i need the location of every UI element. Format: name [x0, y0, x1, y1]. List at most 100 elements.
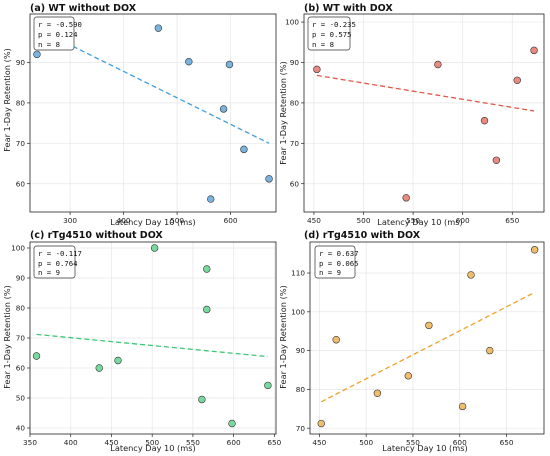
panel-d-grid	[310, 242, 544, 434]
panel-a-data-point	[240, 145, 248, 154]
panel-b-xtick-label: 500	[357, 216, 371, 225]
panel-c-data-point	[264, 381, 272, 390]
panel-a-data-point	[154, 24, 163, 32]
panel-b-data-point	[530, 46, 538, 55]
panel-a-ylabel: Fear 1-Day Retention (%)	[2, 48, 12, 151]
panel-a-ytick-label: 70	[16, 139, 26, 148]
panel-c-ytick-label: 40	[16, 424, 26, 433]
panel-b-ylabel: Fear 1-Day Retention (%)	[278, 61, 288, 164]
panel-a: (a) WT without DOX Latency Day 10 (ms) F…	[2, 3, 277, 227]
panel-c-ytick-label: 50	[16, 394, 26, 403]
panel-a-grid	[30, 14, 276, 212]
panel-b-stat-r: r = -0.235	[312, 20, 356, 29]
panel-a-ytick-label: 90	[16, 58, 26, 67]
panel-c-data-point	[114, 356, 122, 365]
panel-b-data-point	[402, 194, 410, 202]
panel-c-data-point	[203, 305, 211, 314]
panel-a-xtick-label: 600	[224, 216, 238, 225]
panel-d-ylabel: Fear 1-Day Retention (%)	[278, 285, 288, 388]
panel-c-fit	[36, 333, 268, 358]
panel-c-ticks: 350 400 450 500 550 600 650 40 50 60 70 80 90 100	[11, 244, 282, 447]
panel-c-xtick-label: 450	[104, 438, 118, 447]
panel-b-xtick-label: 600	[456, 216, 470, 225]
panel-a-xtick-label: 400	[117, 216, 131, 225]
panel-b-points	[313, 46, 538, 202]
panel-c-stats-box	[33, 245, 76, 279]
panel-c-stats: r = -0.117 p = 0.764 n = 9	[33, 245, 82, 279]
panel-d-stat-n: n = 9	[319, 268, 341, 277]
panel-d-xtick-label: 650	[500, 438, 514, 447]
panel-b-xtick-label: 550	[406, 216, 420, 225]
panel-d-xtick-label: 550	[406, 438, 420, 447]
panel-d-ytick-label: 70	[296, 424, 306, 433]
panel-c-data-point	[95, 364, 103, 372]
panel-d-ytick-label: 80	[296, 385, 306, 394]
panel-a-data-point	[225, 60, 234, 69]
panel-c-frame	[29, 241, 277, 435]
panel-d-stat-r: r = 0.637	[319, 249, 359, 258]
panel-c-stat-r: r = -0.117	[38, 249, 82, 258]
panel-d-data-point	[530, 246, 539, 254]
panel-b-stat-n: n = 8	[312, 40, 334, 49]
panel-a-stat-n: n = 8	[38, 40, 60, 49]
panel-b-ytick-label: 70	[290, 139, 300, 148]
panel-c-points	[32, 244, 272, 428]
panel-b-stats: r = -0.235 p = 0.575 n = 8	[307, 16, 356, 51]
panel-d-stats-box	[314, 245, 356, 279]
panel-c-xtick-label: 650	[267, 438, 281, 447]
panel-d-ticks: 450 500 550 600 650 70 80 90 100 110	[291, 269, 514, 447]
panel-a-data-point	[207, 195, 215, 203]
panel-a-fit-line	[36, 27, 270, 144]
panel-d-data-point	[332, 336, 340, 344]
panel-d-fit	[320, 291, 535, 403]
panel-a-xtick-label: 300	[63, 216, 77, 225]
panel-c-data-point	[203, 265, 211, 273]
panel-b-data-point	[492, 156, 501, 164]
panel-c-xtick-label: 350	[23, 438, 37, 447]
panel-a-ticks: 300 400 500 600 60 70 80 90	[16, 58, 238, 225]
panel-b-data-point	[513, 76, 521, 84]
panel-c-fit-line	[36, 333, 268, 358]
panel-d-data-point	[373, 389, 382, 397]
panel-c-stat-p: p = 0.764	[38, 259, 78, 268]
panel-b-data-point	[313, 65, 321, 74]
panel-d-fit-line	[320, 291, 535, 403]
panel-b-stats-box	[307, 16, 351, 51]
panel-c: (c) rTg4510 without DOX Latency Day 10 (…	[2, 230, 282, 453]
panel-d-frame	[309, 241, 545, 435]
panel-b-fit	[316, 74, 535, 112]
panel-d-ytick-label: 100	[291, 307, 305, 316]
panel-c-data-point	[198, 395, 206, 404]
panel-a-data-point	[265, 175, 273, 183]
panel-c-xtick-label: 400	[64, 438, 78, 447]
panel-d-stat-p: p = 0.065	[319, 259, 359, 268]
panel-c-xtick-label: 550	[186, 438, 200, 447]
panel-c-xtick-label: 600	[227, 438, 241, 447]
panel-c-ytick-label: 70	[16, 334, 26, 343]
panel-c-data-point	[150, 244, 159, 252]
panel-c-title: (c) rTg4510 without DOX	[30, 230, 163, 241]
panel-a-data-point	[219, 105, 228, 113]
panel-a-ytick-label: 60	[16, 179, 26, 188]
panel-b-ytick-label: 100	[285, 18, 299, 27]
panel-c-ytick-label: 100	[11, 244, 25, 253]
panel-d-xtick-label: 450	[312, 438, 326, 447]
panel-b-title: (b) WT with DOX	[304, 3, 393, 14]
panel-a-stat-r: r = -0.590	[38, 20, 82, 29]
panel-d-data-point	[404, 372, 412, 380]
panel-d-xlabel: Latency Day 10 (ms)	[382, 443, 467, 453]
panel-b-frame	[303, 13, 545, 213]
panel-b: (b) WT with DOX Latency Day 10 (ms) Fear…	[278, 3, 545, 227]
panel-a-ytick-label: 80	[16, 98, 26, 107]
panel-c-ytick-label: 60	[16, 364, 26, 373]
panel-b-ytick-label: 60	[290, 179, 300, 188]
panel-b-xtick-label: 450	[307, 216, 321, 225]
panel-a-stats: r = -0.590 p = 0.124 n = 8	[33, 16, 82, 51]
panel-d-data-point	[425, 321, 433, 330]
panel-a-xtick-label: 500	[170, 216, 184, 225]
panel-a-fit	[36, 27, 270, 144]
panel-d-ytick-label: 90	[296, 346, 306, 355]
panel-b-xtick-label: 650	[505, 216, 519, 225]
panel-b-ytick-label: 90	[290, 58, 300, 67]
